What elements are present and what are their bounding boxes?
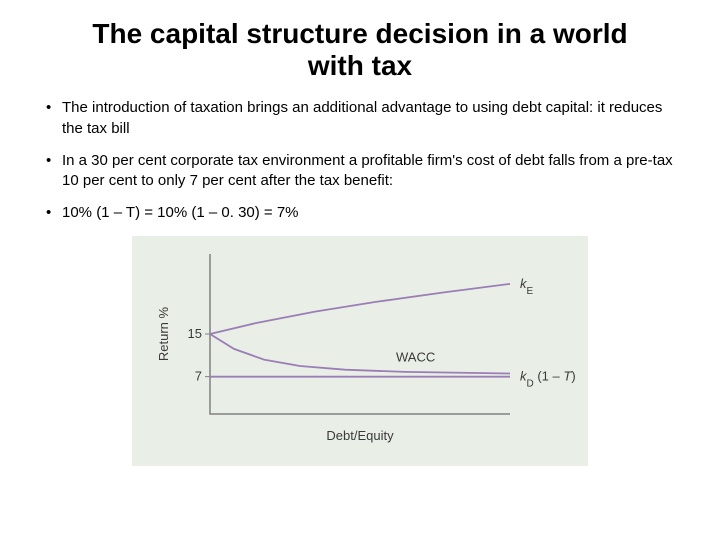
chart-frame: 7 15 Return % Debt/Equity WACC kE kD (1 – T) — [132, 236, 588, 466]
slide-title: The capital structure decision in a worl… — [80, 18, 640, 82]
bullet-item: The introduction of taxation brings an a… — [40, 98, 680, 139]
svg-text:15: 15 — [188, 326, 202, 341]
svg-text:7: 7 — [195, 368, 202, 383]
bullet-item: In a 30 per cent corporate tax environme… — [40, 151, 680, 192]
cost-of-capital-chart: 7 15 Return % Debt/Equity WACC kE kD (1 – T) — [140, 242, 580, 462]
svg-text:kE: kE — [520, 275, 534, 296]
svg-text:Return %: Return % — [156, 306, 171, 361]
bullet-list: The introduction of taxation brings an a… — [40, 98, 680, 223]
svg-text:WACC: WACC — [396, 349, 435, 364]
bullet-item: 10% (1 – T) = 10% (1 – 0. 30) = 7% — [40, 203, 680, 223]
svg-text:kD (1 – T): kD (1 – T) — [520, 368, 576, 389]
svg-text:Debt/Equity: Debt/Equity — [326, 428, 394, 443]
